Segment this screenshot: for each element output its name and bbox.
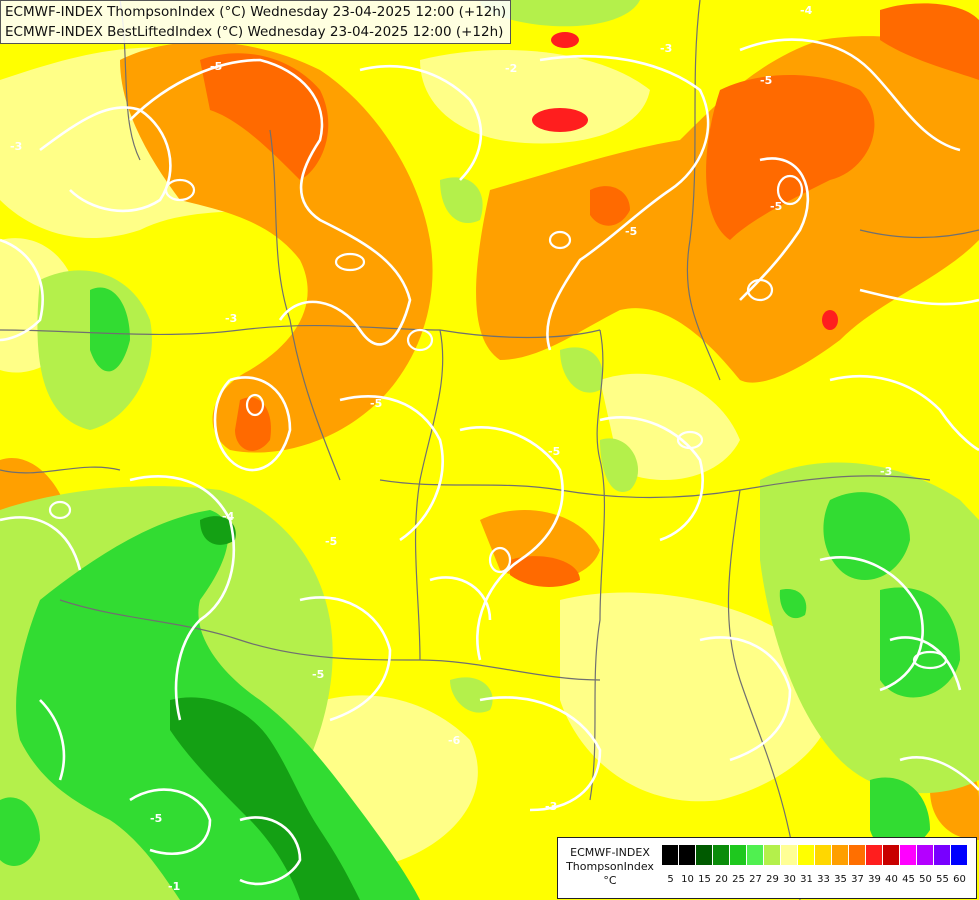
- legend-swatch: [815, 845, 832, 865]
- contour-label: -3: [10, 140, 22, 153]
- contour-label: -5: [625, 225, 637, 238]
- map-title-box: ECMWF-INDEX ThompsonIndex (°C) Wednesday…: [0, 0, 512, 44]
- legend-swatch: [917, 845, 934, 865]
- legend-swatch: [713, 845, 730, 865]
- legend-tick: 27: [749, 874, 762, 885]
- contour-label: -5: [312, 668, 324, 681]
- contour-label: -3: [660, 42, 672, 55]
- legend-tick: 25: [732, 874, 745, 885]
- contour-label: -5: [770, 200, 782, 213]
- contour-label: -3: [880, 465, 892, 478]
- legend-tick: 15: [698, 874, 711, 885]
- legend-tick: 50: [919, 874, 932, 885]
- contour-label: -5: [760, 74, 772, 87]
- legend-tick: 60: [953, 874, 966, 885]
- contour-label: -5: [370, 397, 382, 410]
- contour-lines: [0, 38, 979, 886]
- legend-swatch: [730, 845, 747, 865]
- legend-swatch: [951, 845, 968, 865]
- legend-tick-labels: 5 10 15 20 25 27 29 30 31 33 35 37 39 40 45 50 55 60: [662, 874, 968, 885]
- legend-swatch: [747, 845, 764, 865]
- contour-label: -1: [168, 880, 180, 893]
- contour-label: -4: [800, 4, 813, 17]
- contour-loops: [48, 174, 948, 670]
- field-dark-green: [170, 516, 360, 900]
- legend-color-bar: [662, 845, 968, 865]
- legend-tick: 45: [902, 874, 915, 885]
- legend-swatch: [696, 845, 713, 865]
- legend-tick: 39: [868, 874, 881, 885]
- color-legend: ECMWF-INDEX ThompsonIndex °C 5 10 15 20 25 27…: [557, 837, 977, 899]
- legend-swatch: [849, 845, 866, 865]
- legend-tick: 20: [715, 874, 728, 885]
- legend-swatch: [866, 845, 883, 865]
- legend-tick: 29: [766, 874, 779, 885]
- contour-label: -4: [222, 510, 235, 523]
- legend-swatch: [764, 845, 781, 865]
- field-red-orange: [200, 3, 979, 587]
- contour-label: -5: [150, 812, 162, 825]
- legend-tick: 33: [817, 874, 830, 885]
- legend-tick: 35: [834, 874, 847, 885]
- map-title-thompson: ECMWF-INDEX ThompsonIndex (°C) Wednesday…: [5, 4, 507, 20]
- contour-label: -5: [548, 445, 560, 458]
- contour-label: -3: [225, 312, 237, 325]
- legend-swatch: [832, 845, 849, 865]
- contour-label: -6: [448, 734, 461, 747]
- legend-title: ECMWF-INDEX ThompsonIndex °C: [562, 846, 658, 888]
- legend-swatch: [883, 845, 900, 865]
- legend-title-index: ThompsonIndex: [566, 860, 654, 873]
- contour-label: -3: [545, 800, 557, 813]
- legend-tick: 37: [851, 874, 864, 885]
- legend-swatch: [781, 845, 798, 865]
- map-title-bestlifted: ECMWF-INDEX BestLiftedIndex (°C) Wednesd…: [5, 24, 504, 40]
- legend-tick: 5: [667, 874, 674, 885]
- legend-swatch: [798, 845, 815, 865]
- legend-swatch: [900, 845, 917, 865]
- legend-swatch: [934, 845, 951, 865]
- contour-label: -5: [210, 60, 222, 73]
- legend-title-model: ECMWF-INDEX: [570, 846, 650, 859]
- contour-label: -5: [325, 535, 337, 548]
- legend-tick: 10: [681, 874, 694, 885]
- legend-tick: 31: [800, 874, 813, 885]
- legend-unit: °C: [603, 874, 617, 887]
- legend-swatch: [662, 845, 679, 865]
- contour-label: -2: [505, 62, 517, 75]
- legend-tick: 30: [783, 874, 796, 885]
- contour-labels: -5 -5 -5 -5 -5 -5 -5 -5 -5 -4 -4 -3 -3 -…: [10, 4, 892, 893]
- legend-swatch: [679, 845, 696, 865]
- legend-tick: 55: [936, 874, 949, 885]
- legend-tick: 40: [885, 874, 898, 885]
